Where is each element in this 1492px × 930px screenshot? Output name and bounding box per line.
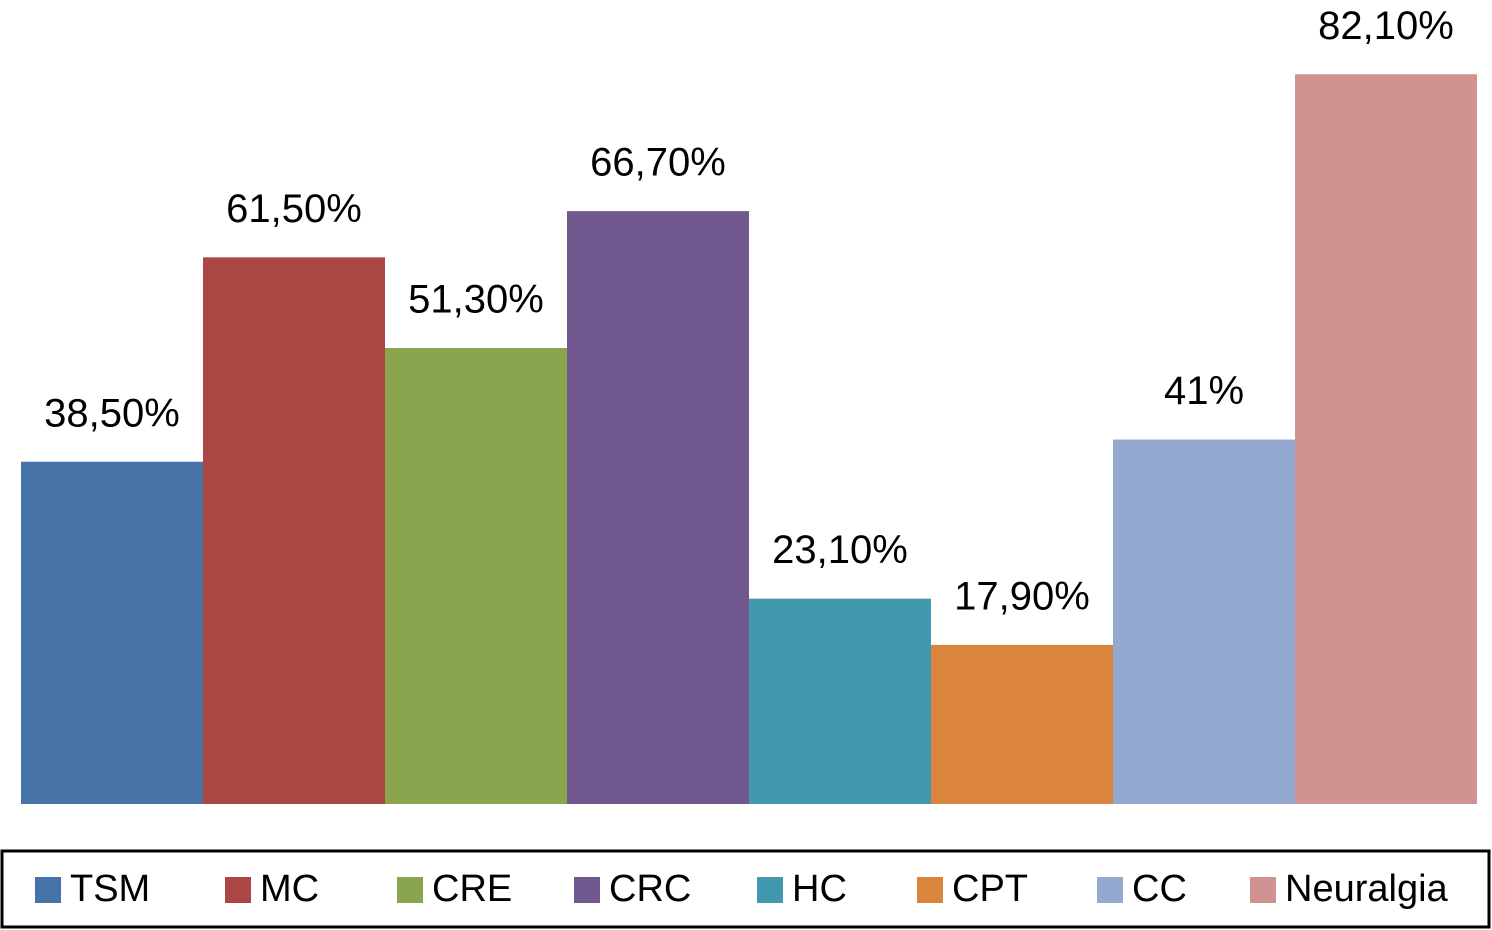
legend-label: CC xyxy=(1132,868,1187,910)
data-label: 51,30% xyxy=(408,278,544,322)
legend-label: HC xyxy=(792,868,847,910)
legend-label: CRE xyxy=(432,868,512,910)
legend-swatch xyxy=(1250,877,1276,903)
legend-box xyxy=(0,849,1491,929)
bar xyxy=(567,211,749,805)
data-label: 38,50% xyxy=(44,391,180,435)
data-label: 41% xyxy=(1164,369,1244,413)
bar xyxy=(385,348,567,804)
legend-label: Neuralgia xyxy=(1285,868,1449,910)
legend-label: CPT xyxy=(952,868,1028,910)
data-label: 17,90% xyxy=(954,574,1090,618)
data-label: 82,10% xyxy=(1318,4,1454,48)
legend-swatch xyxy=(574,877,600,903)
legend-swatch xyxy=(1097,877,1123,903)
legend-label: CRC xyxy=(609,868,691,910)
legend-swatch xyxy=(397,877,423,903)
legend-swatch xyxy=(757,877,783,903)
legend-swatch xyxy=(917,877,943,903)
data-label: 23,10% xyxy=(772,528,908,572)
bar xyxy=(1113,439,1295,804)
data-label: 61,50% xyxy=(226,187,362,231)
legend-swatch xyxy=(225,877,251,903)
bar xyxy=(21,461,203,804)
bar xyxy=(749,598,931,804)
legend-label: TSM xyxy=(70,868,150,910)
bar xyxy=(931,644,1113,804)
data-label: 66,70% xyxy=(590,141,726,185)
legend-swatch xyxy=(35,877,61,903)
bar xyxy=(1295,74,1477,804)
legend-label: MC xyxy=(260,868,319,910)
bar xyxy=(203,257,385,804)
